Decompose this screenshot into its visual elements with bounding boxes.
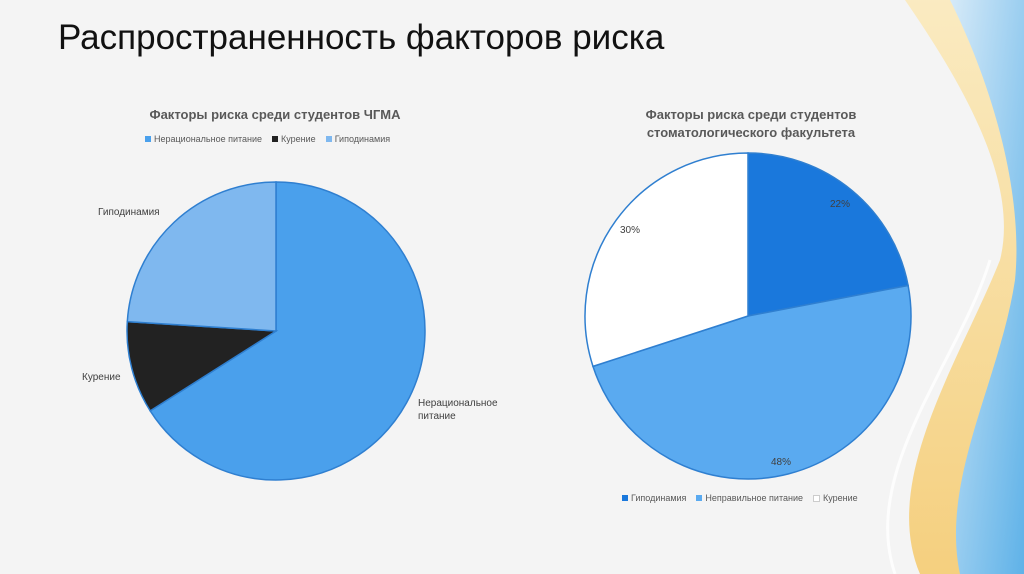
pie-slice-0 (747, 152, 909, 317)
legend-swatch (622, 495, 628, 501)
legend-swatch (812, 494, 820, 502)
chart1-legend-item-nutrition: Нерациональное питание (145, 134, 262, 144)
legend-swatch (696, 495, 703, 501)
chart2-legend-item-smoking: Курение (812, 493, 858, 503)
chart2-legend-item-nutrition: Неправильное питание (696, 493, 803, 503)
legend-swatch (145, 136, 151, 142)
pie-slice-2 (584, 152, 749, 368)
chart2-label-smoking: 30% (620, 225, 641, 236)
legend-swatch (325, 136, 332, 142)
slide-title: Распространенность факторов риска (58, 18, 665, 57)
pie-slice-2 (126, 181, 277, 332)
chart2-legend: Гиподинамия Неправильное питание Курение (622, 493, 858, 503)
pie-slice-1 (126, 320, 279, 412)
chart2-label-hypodynamia: 22% (830, 199, 851, 210)
pie-slice-0 (149, 181, 426, 481)
chart1-label-hypodynamia: Гиподинамия (98, 207, 160, 218)
chart1-label-smoking: Курение (82, 372, 121, 383)
chart1-legend: Нерациональное питание Курение Гиподинам… (145, 134, 390, 144)
pie-slice-1 (592, 284, 912, 480)
chart1-label-nutrition: Нерациональное питание (418, 398, 498, 422)
chart1-legend-item-hypodynamia: Гиподинамия (325, 134, 390, 144)
chart2-legend-item-hypodynamia: Гиподинамия (622, 493, 686, 503)
chart1-title: Факторы риска среди студентов ЧГМА (149, 107, 401, 122)
chart2-title: Факторы риска среди студентов стоматолог… (645, 107, 857, 140)
legend-swatch (272, 136, 279, 142)
chart1-legend-item-smoking: Курение (272, 134, 316, 144)
chart2-label-nutrition: 48% (771, 457, 792, 468)
